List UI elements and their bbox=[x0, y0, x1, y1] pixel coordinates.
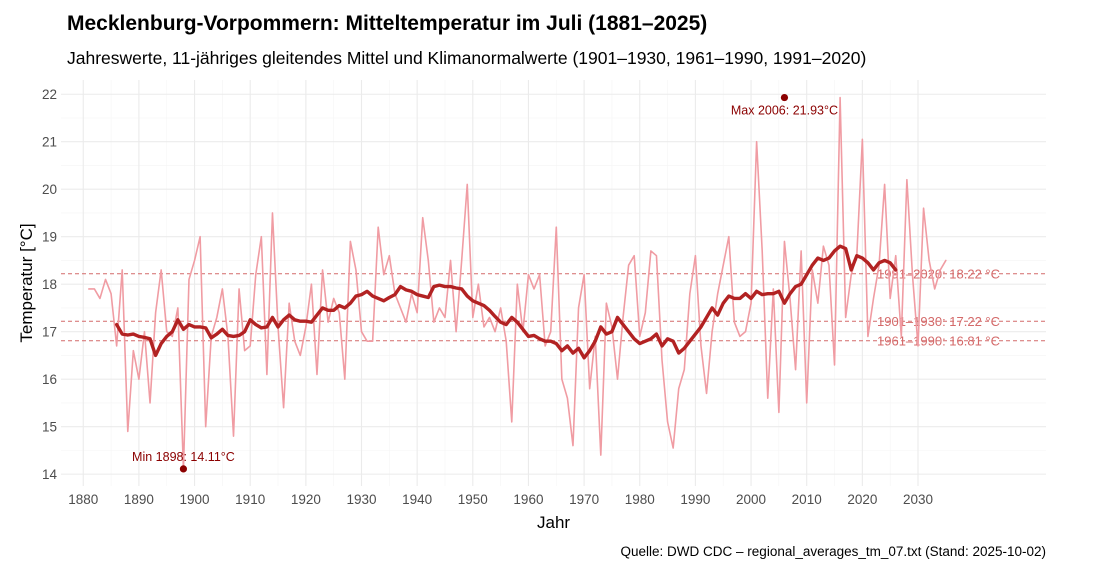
x-tick-label: 2000 bbox=[736, 492, 766, 507]
x-tick-label: 1900 bbox=[180, 492, 210, 507]
x-axis-ticks: 1880 1890 1900 1910 1920 1930 1940 1950 1960 1970… bbox=[68, 492, 933, 507]
reference-label: 1961–1990: 16.81 °C bbox=[877, 334, 1000, 349]
x-tick-label: 1980 bbox=[625, 492, 655, 507]
x-tick-label: 1960 bbox=[513, 492, 543, 507]
x-tick-label: 1920 bbox=[291, 492, 321, 507]
x-tick-label: 1940 bbox=[402, 492, 432, 507]
y-tick-label: 18 bbox=[42, 277, 57, 292]
x-tick-label: 2010 bbox=[792, 492, 822, 507]
x-tick-label: 2020 bbox=[847, 492, 877, 507]
min-label: Min 1898: 14.11°C bbox=[132, 450, 235, 464]
chart-subtitle: Jahreswerte, 11-jähriges gleitendes Mitt… bbox=[67, 48, 867, 68]
x-tick-label: 1930 bbox=[346, 492, 376, 507]
y-tick-label: 15 bbox=[42, 420, 57, 435]
y-tick-label: 17 bbox=[42, 325, 57, 340]
y-tick-label: 22 bbox=[42, 87, 57, 102]
min-point bbox=[179, 465, 188, 473]
x-tick-label: 2030 bbox=[903, 492, 933, 507]
x-tick-label: 1890 bbox=[124, 492, 154, 507]
y-tick-label: 21 bbox=[42, 135, 57, 150]
x-tick-label: 1970 bbox=[569, 492, 599, 507]
reference-label: 1901–1930: 17.22 °C bbox=[877, 314, 1000, 329]
y-tick-label: 14 bbox=[42, 467, 58, 482]
x-tick-label: 1910 bbox=[235, 492, 265, 507]
y-axis-ticks: 14 15 16 17 18 19 20 21 22 bbox=[42, 87, 58, 482]
max-label: Max 2006: 21.93°C bbox=[731, 104, 838, 118]
annual-values-line bbox=[88, 96, 947, 470]
series-lines bbox=[88, 96, 947, 470]
chart-caption: Quelle: DWD CDC – regional_averages_tm_0… bbox=[620, 544, 1046, 559]
chart-title: Mecklenburg-Vorpommern: Mitteltemperatur… bbox=[67, 12, 708, 35]
y-tick-label: 16 bbox=[42, 372, 57, 387]
x-tick-label: 1990 bbox=[680, 492, 710, 507]
x-tick-label: 1950 bbox=[458, 492, 488, 507]
moving-mean-line bbox=[114, 244, 898, 360]
x-axis-label: Jahr bbox=[537, 513, 571, 532]
annotations: Max 2006: 21.93°C Min 1898: 14.11°C bbox=[132, 93, 838, 473]
y-tick-label: 20 bbox=[42, 182, 57, 197]
grid bbox=[61, 80, 1046, 486]
y-tick-label: 19 bbox=[42, 230, 57, 245]
x-tick-label: 1880 bbox=[68, 492, 98, 507]
max-point bbox=[780, 93, 789, 102]
